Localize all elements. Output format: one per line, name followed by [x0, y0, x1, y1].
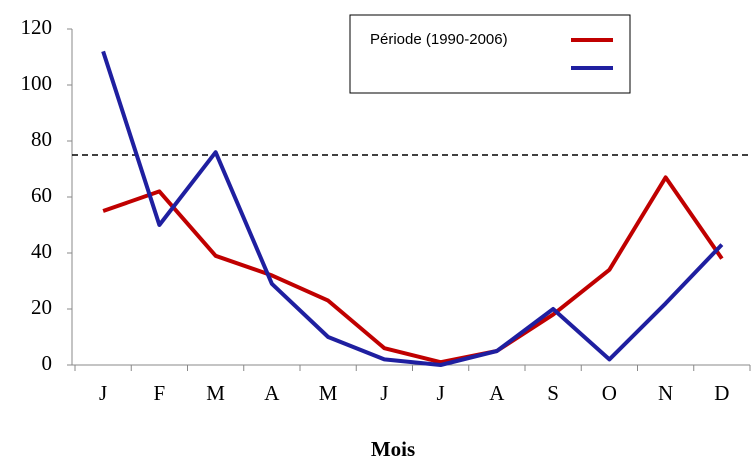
series-line	[101, 50, 724, 367]
x-tick-label: D	[714, 381, 729, 405]
x-tick-label: J	[437, 381, 445, 405]
legend-label: Période (1990-2006)	[370, 31, 508, 48]
y-tick-label: 40	[31, 239, 52, 263]
x-tick-label: J	[380, 381, 388, 405]
x-tick-label: A	[489, 381, 505, 405]
y-tick-label: 100	[21, 71, 53, 95]
x-tick-label: O	[602, 381, 617, 405]
x-tick-label: M	[206, 381, 225, 405]
x-tick-label: S	[547, 381, 559, 405]
y-tick-label: 0	[42, 351, 53, 375]
series-line	[102, 175, 724, 365]
x-axis-label: Mois	[371, 437, 415, 461]
x-tick-label: N	[658, 381, 673, 405]
y-tick-label: 80	[31, 127, 52, 151]
x-tick-label: F	[154, 381, 166, 405]
y-tick-label: 20	[31, 295, 52, 319]
legend-box	[349, 14, 631, 94]
x-tick-label: A	[264, 381, 280, 405]
y-tick-label: 60	[31, 183, 52, 207]
x-tick-label: M	[319, 381, 338, 405]
y-tick-label: 120	[21, 15, 53, 39]
x-tick-label: J	[99, 381, 107, 405]
